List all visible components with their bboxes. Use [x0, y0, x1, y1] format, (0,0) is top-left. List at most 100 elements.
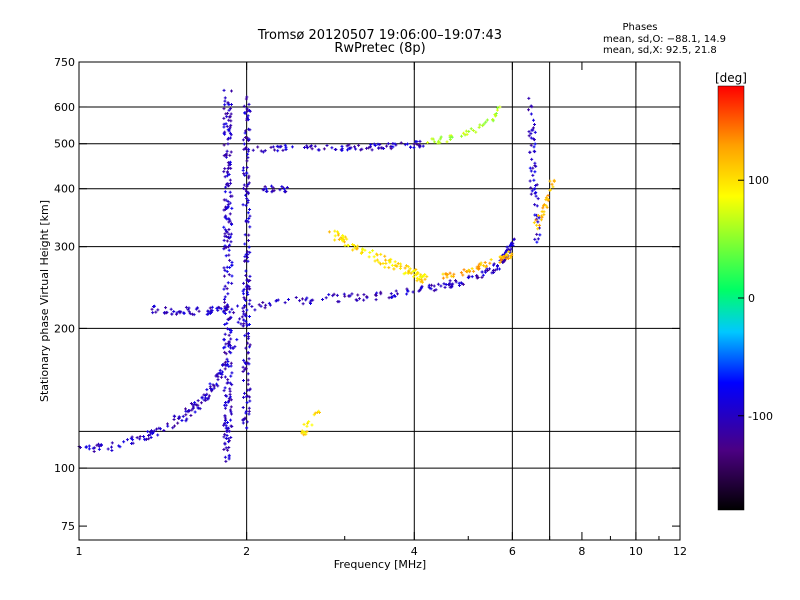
data-point — [247, 137, 251, 141]
y-tick-label: 100 — [54, 462, 75, 475]
data-point — [535, 232, 539, 236]
data-point — [227, 273, 231, 277]
data-point — [483, 260, 487, 264]
data-point — [383, 254, 387, 258]
data-point — [216, 384, 220, 388]
data-point — [419, 277, 423, 281]
data-point — [311, 298, 315, 302]
data-point — [184, 413, 188, 417]
y-tick-label: 750 — [54, 56, 75, 69]
data-point — [248, 274, 252, 278]
data-point — [225, 245, 229, 249]
data-point — [261, 301, 265, 305]
data-point — [533, 122, 537, 126]
data-point — [245, 255, 249, 259]
data-point — [477, 125, 481, 129]
data-point — [529, 112, 533, 116]
data-point — [493, 268, 497, 272]
data-point — [268, 303, 272, 307]
data-point — [247, 245, 251, 249]
data-point — [227, 253, 231, 257]
data-point — [223, 432, 227, 436]
data-point — [162, 429, 166, 433]
data-point — [399, 262, 403, 266]
data-point — [225, 149, 229, 153]
data-point — [244, 411, 248, 415]
data-point — [248, 287, 252, 291]
data-point — [226, 400, 230, 404]
data-point — [241, 166, 245, 170]
data-point — [149, 436, 153, 440]
data-point — [138, 435, 142, 439]
data-point — [409, 145, 413, 149]
data-point — [219, 375, 223, 379]
data-point — [149, 429, 153, 433]
data-point — [230, 425, 234, 429]
data-point — [264, 187, 268, 191]
x-tick-label: 1 — [76, 545, 83, 558]
data-point — [226, 437, 230, 441]
data-point — [97, 447, 101, 451]
data-point — [332, 292, 336, 296]
data-point — [217, 306, 221, 310]
data-point — [307, 420, 311, 424]
data-point — [271, 186, 275, 190]
data-point — [222, 238, 226, 242]
data-point — [352, 243, 356, 247]
data-point — [448, 285, 452, 289]
data-point — [224, 185, 228, 189]
data-point — [243, 259, 247, 263]
data-point — [371, 249, 375, 253]
data-point — [381, 261, 385, 265]
data-point — [241, 138, 245, 142]
data-point — [236, 304, 240, 308]
data-point — [422, 274, 426, 278]
chart-title-line1: Tromsø 20120507 19:06:00–19:07:43 — [257, 28, 503, 43]
data-point — [184, 305, 188, 309]
data-point — [222, 131, 226, 135]
data-point — [87, 444, 91, 448]
data-point — [228, 212, 232, 216]
data-point — [196, 399, 200, 403]
data-point — [244, 219, 248, 223]
data-point — [276, 149, 280, 153]
data-point — [308, 300, 312, 304]
data-point — [335, 293, 339, 297]
data-point — [230, 281, 234, 285]
data-point — [464, 129, 468, 133]
data-point — [246, 192, 250, 196]
data-point — [539, 218, 543, 222]
data-point — [322, 147, 326, 151]
data-point — [278, 145, 282, 149]
data-point — [169, 307, 173, 311]
data-point — [226, 378, 230, 382]
data-point — [241, 306, 245, 310]
data-point — [399, 141, 403, 145]
data-point — [223, 284, 227, 288]
data-point — [243, 255, 247, 259]
data-point — [535, 183, 539, 187]
data-point — [246, 199, 250, 203]
data-point — [512, 237, 516, 241]
data-point — [242, 183, 246, 187]
data-point — [271, 145, 275, 149]
data-point — [244, 97, 248, 101]
data-point — [241, 309, 245, 313]
data-point — [225, 206, 229, 210]
data-point — [230, 264, 234, 268]
data-point — [244, 319, 248, 323]
data-point — [246, 211, 250, 215]
data-point — [246, 372, 250, 376]
data-point — [244, 273, 248, 277]
data-point — [347, 143, 351, 147]
data-point — [317, 409, 321, 413]
data-point — [367, 255, 371, 259]
data-point — [379, 252, 383, 256]
data-point — [244, 409, 248, 413]
y-tick-label: 600 — [54, 101, 75, 114]
data-point — [405, 287, 409, 291]
colorbar-tick-label: 0 — [748, 292, 755, 305]
data-point — [430, 283, 434, 287]
data-point — [242, 172, 246, 176]
data-point — [448, 271, 452, 275]
